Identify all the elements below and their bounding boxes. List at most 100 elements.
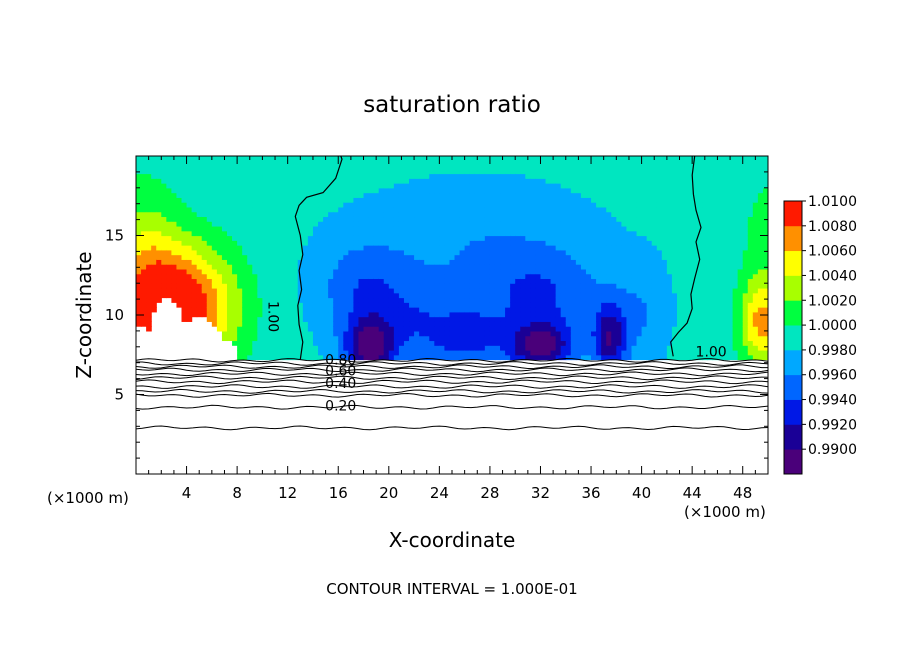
field-cell [611, 206, 617, 213]
field-cell [474, 316, 481, 322]
field-cell [500, 163, 506, 170]
field-cell [368, 240, 375, 246]
field-cell [242, 173, 248, 179]
field-cell [505, 354, 511, 361]
field-cell [419, 187, 425, 194]
field-cell [252, 187, 258, 194]
field-cell [500, 240, 506, 246]
field-cell [409, 326, 415, 332]
field-cell [585, 240, 592, 246]
field-cell [373, 335, 380, 342]
field-cell [459, 278, 466, 284]
field-cell [211, 187, 218, 194]
field-cell [312, 206, 319, 213]
field-cell [520, 249, 526, 256]
field-cell [687, 340, 693, 346]
field-cell [388, 159, 395, 165]
field-cell [409, 192, 415, 198]
field-cell [687, 321, 693, 327]
field-cell [494, 249, 501, 256]
field-cell [510, 206, 516, 213]
field-cell [196, 311, 203, 318]
field-cell [414, 287, 420, 294]
field-cell [697, 330, 703, 337]
field-cell [156, 254, 162, 260]
field-cell [323, 273, 329, 280]
field-cell [671, 163, 678, 170]
field-cell [257, 192, 263, 198]
field-cell [403, 206, 410, 213]
field-cell [555, 302, 562, 308]
field-cell [414, 273, 420, 280]
field-cell [252, 245, 258, 251]
field-cell [570, 340, 577, 346]
field-cell [535, 354, 542, 361]
field-cell [136, 173, 142, 179]
field-cell [474, 273, 481, 280]
field-cell [697, 235, 703, 241]
field-cell [171, 245, 178, 251]
field-cell [282, 302, 289, 308]
field-cell [601, 183, 607, 189]
field-cell [621, 192, 628, 198]
field-cell [186, 264, 193, 270]
field-cell [257, 163, 263, 170]
field-cell [206, 249, 213, 256]
field-cell [221, 326, 228, 332]
field-cell [656, 216, 663, 222]
field-cell [494, 178, 501, 184]
field-cell [297, 197, 304, 203]
field-cell [717, 249, 724, 256]
field-cell [565, 173, 572, 179]
field-cell [601, 297, 607, 303]
field-cell [651, 335, 658, 342]
field-cell [227, 240, 233, 246]
field-cell [272, 254, 279, 260]
field-cell [717, 278, 724, 284]
field-cell [540, 335, 547, 342]
field-cell [151, 202, 157, 208]
field-cell [621, 197, 628, 203]
field-cell [596, 183, 602, 189]
field-cell [454, 156, 461, 160]
field-cell [242, 297, 248, 303]
field-cell [631, 216, 638, 222]
field-cell [494, 183, 501, 189]
field-cell [424, 192, 430, 198]
field-cell [631, 278, 638, 284]
field-cell [348, 159, 355, 165]
field-cell [323, 264, 329, 270]
field-cell [682, 216, 688, 222]
field-cell [575, 235, 582, 241]
field-cell [373, 249, 380, 256]
field-cell [489, 211, 496, 218]
field-cell [641, 273, 648, 280]
field-cell [424, 221, 430, 227]
field-cell [500, 283, 506, 289]
field-cell [515, 335, 521, 342]
field-cell [661, 311, 668, 318]
field-cell [682, 335, 688, 342]
field-cell [621, 187, 628, 194]
field-cell [176, 240, 183, 246]
field-cell [419, 321, 425, 327]
field-cell [591, 211, 597, 218]
field-cell [575, 249, 582, 256]
field-cell [252, 249, 258, 256]
field-cell [282, 245, 289, 251]
field-cell [616, 311, 622, 318]
field-cell [671, 345, 678, 351]
field-cell [393, 330, 400, 337]
field-cell [540, 183, 547, 189]
field-cell [707, 163, 713, 170]
field-cell [444, 211, 451, 218]
field-cell [530, 254, 537, 260]
field-cell [737, 287, 744, 294]
field-cell [732, 292, 739, 299]
field-cell [201, 211, 208, 218]
field-cell [444, 221, 451, 227]
field-cell [515, 202, 521, 208]
field-cell [591, 335, 597, 342]
field-cell [186, 297, 193, 303]
field-cell [545, 307, 552, 313]
